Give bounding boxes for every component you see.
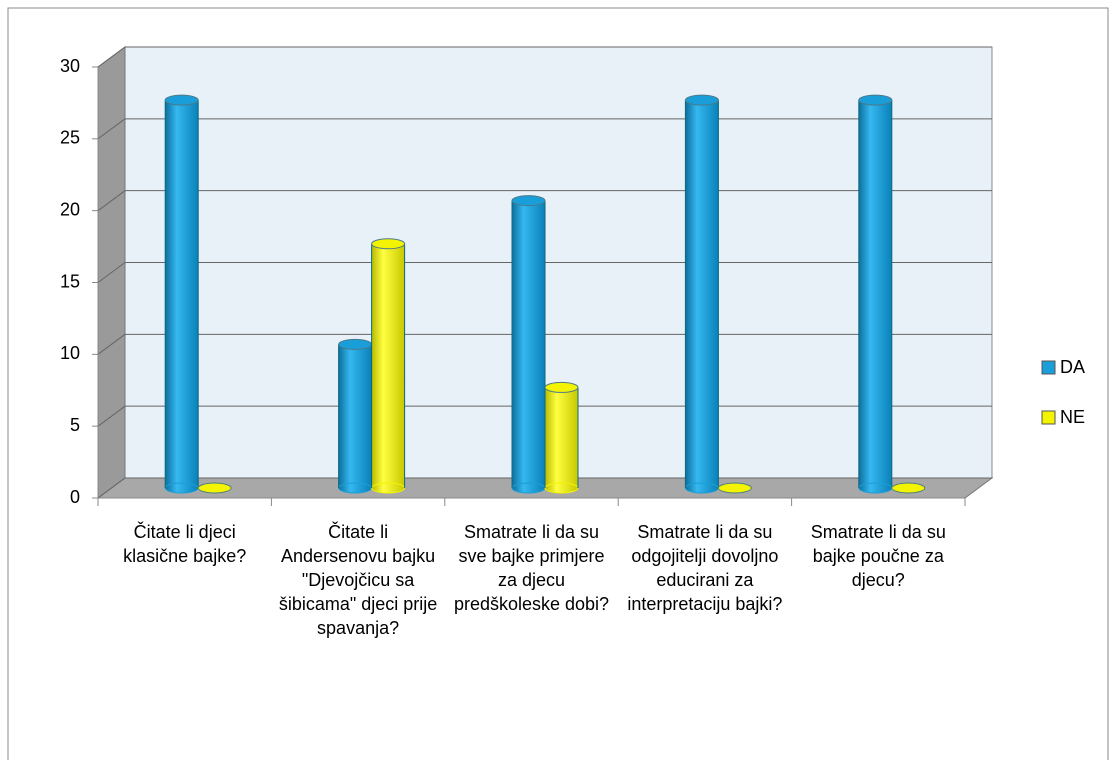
bar-body [165, 100, 199, 488]
bar-bottom [544, 482, 579, 494]
bar [197, 482, 232, 494]
bar [684, 94, 719, 494]
bar-top [684, 94, 719, 106]
bar-outline [371, 243, 406, 488]
bar-bottom [684, 482, 719, 494]
bar-outline [544, 387, 579, 488]
y-tick-label: 0 [70, 487, 80, 507]
bar-top [164, 94, 199, 106]
legend-label: NE [1060, 407, 1085, 427]
bar [544, 381, 579, 494]
grid-line [97, 190, 126, 212]
grid-line [97, 477, 126, 499]
y-tick-label: 5 [70, 415, 80, 435]
y-tick-label: 15 [60, 271, 80, 291]
bar-top [717, 482, 752, 494]
x-tick-label: Smatrate li da su sve bajke primjere za … [453, 522, 610, 614]
bar [338, 338, 373, 494]
bar-top [511, 195, 546, 207]
grid-line [97, 405, 126, 427]
legend-swatch [1041, 410, 1056, 425]
bar [371, 238, 406, 494]
bar-body [545, 387, 578, 488]
bar-top [891, 482, 926, 494]
bar-body [512, 200, 545, 488]
bar-top [858, 94, 893, 106]
y-tick-label: 30 [60, 56, 80, 76]
bar-outline [858, 100, 893, 488]
bar [717, 482, 752, 494]
legend-label: DA [1060, 357, 1085, 377]
bar [511, 195, 546, 494]
bar-top [338, 338, 373, 350]
bar-bottom [164, 482, 199, 494]
bar-outline [684, 100, 719, 488]
y-tick-label: 10 [60, 343, 80, 363]
y-tick-label: 20 [60, 199, 80, 219]
bar-body [685, 100, 719, 488]
grid-line [97, 46, 126, 68]
bar-body [371, 243, 405, 488]
grid-line [97, 333, 126, 355]
bar [858, 94, 893, 494]
grid-line [97, 118, 126, 140]
legend-swatch [1041, 360, 1056, 375]
bar-bottom [338, 482, 373, 494]
bar-top [197, 482, 232, 494]
x-tick-label: Čitate li djeci klasične bajke? [123, 522, 247, 566]
x-tick-label: Smatrate li da su bajke poučne za djecu? [810, 522, 946, 590]
y-tick-label: 25 [60, 128, 80, 148]
bar [891, 482, 926, 494]
bar-bottom [858, 482, 893, 494]
x-tick-label: Smatrate li da su odgojitelji dovoljno e… [627, 522, 783, 614]
chart-border [7, 7, 1109, 760]
bar-top [371, 238, 406, 250]
bar-outline [164, 100, 199, 488]
bar-bottom [511, 482, 546, 494]
bar-body [858, 100, 892, 488]
grid-line [97, 262, 126, 283]
bar [164, 94, 199, 494]
bar-body [338, 344, 372, 488]
bar-bottom [371, 482, 406, 494]
bar-top [544, 381, 579, 393]
x-tick-label: Čitate li Andersenovu bajku "Djevojčicu … [278, 522, 438, 638]
